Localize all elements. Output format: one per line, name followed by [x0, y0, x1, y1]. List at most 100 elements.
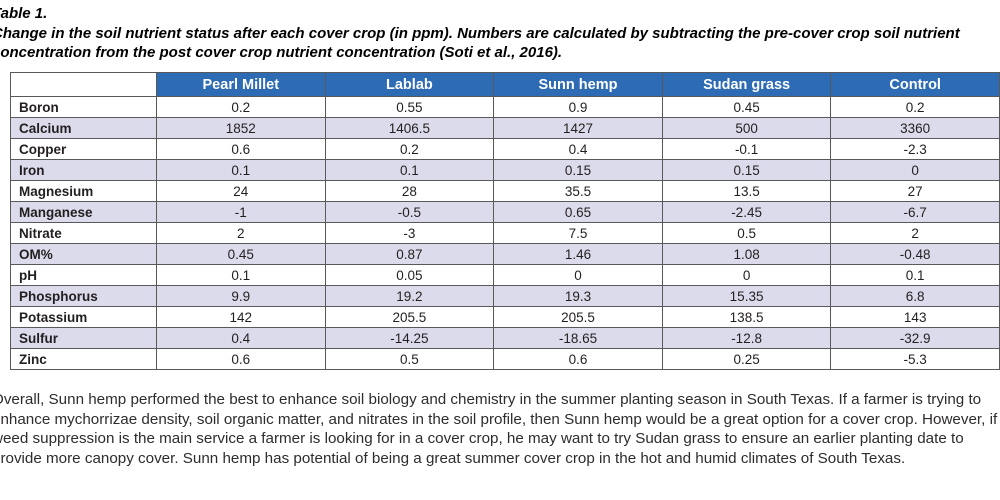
cell-value: 0.4 [493, 138, 663, 160]
table-row: Phosphorus 9.9 19.2 19.3 15.35 6.8 [10, 285, 1000, 307]
table-row: pH 0.1 0.05 0 0 0.1 [10, 264, 1000, 286]
cell-value: 28 [324, 180, 495, 202]
cell-value: 0.55 [324, 96, 495, 118]
document-page: Table 1. Change in the soil nutrient sta… [0, 5, 1000, 467]
cell-value: 138.5 [661, 306, 832, 328]
cell-value: 0 [661, 264, 832, 286]
cell-value: 19.3 [493, 285, 663, 307]
row-label: Calcium [10, 117, 157, 139]
cell-value: 0.65 [493, 201, 663, 223]
cell-value: 500 [661, 117, 832, 139]
nutrient-table-body: Boron 0.2 0.55 0.9 0.45 0.2 Calcium 1852 1406.5 1… [10, 96, 1000, 370]
cell-value: -3 [324, 222, 495, 244]
cell-value: 2 [156, 222, 326, 244]
cell-value: 9.9 [156, 285, 326, 307]
cell-value: 0.2 [324, 138, 495, 160]
cell-value: -32.9 [830, 327, 1000, 349]
row-label: Nitrate [10, 222, 157, 244]
cell-value: 0.87 [324, 243, 495, 265]
summary-paragraph: Overall, Sunn hemp performed the best to… [0, 391, 998, 467]
table-header-row: Pearl Millet Lablab Sunn hemp Sudan grass Co… [10, 72, 1000, 97]
cell-value: 3360 [830, 117, 1000, 139]
row-label: Copper [10, 138, 157, 160]
cell-value: -0.1 [661, 138, 832, 160]
cell-value: -1 [156, 201, 326, 223]
cell-value: -6.7 [830, 201, 1000, 223]
cell-value: -12.8 [661, 327, 832, 349]
row-label: Sulfur [10, 327, 157, 349]
table-title: Table 1. [0, 5, 48, 22]
row-label: Iron [10, 159, 157, 181]
cell-value: 0.6 [156, 138, 326, 160]
cell-value: 205.5 [493, 306, 663, 328]
table-row: Sulfur 0.4 -14.25 -18.65 -12.8 -32.9 [10, 327, 1000, 349]
cell-value: 13.5 [661, 180, 832, 202]
cell-value: 0.9 [493, 96, 663, 118]
cell-value: 1.08 [661, 243, 832, 265]
cell-value: 27 [830, 180, 1000, 202]
cell-value: 0.1 [156, 264, 326, 286]
cell-value: 142 [156, 306, 326, 328]
row-label: Boron [10, 96, 157, 118]
table-row: Boron 0.2 0.55 0.9 0.45 0.2 [10, 96, 1000, 118]
nutrient-table: Pearl Millet Lablab Sunn hemp Sudan grass Co… [10, 72, 1000, 370]
cell-value: 205.5 [324, 306, 495, 328]
cell-value: 0.05 [324, 264, 495, 286]
cell-value: -5.3 [830, 348, 1000, 370]
table-caption: Change in the soil nutrient status after… [0, 25, 960, 61]
cell-value: 2 [830, 222, 1000, 244]
table-row: Zinc 0.6 0.5 0.6 0.25 -5.3 [10, 348, 1000, 370]
cell-value: 19.2 [324, 285, 495, 307]
cell-value: 0 [493, 264, 663, 286]
cell-value: 0.5 [324, 348, 495, 370]
row-label: Zinc [10, 348, 157, 370]
cell-value: 24 [156, 180, 326, 202]
cell-value: 0.5 [661, 222, 832, 244]
row-label: OM% [10, 243, 157, 265]
row-label: Magnesium [10, 180, 157, 202]
cell-value: 1.46 [493, 243, 663, 265]
cell-value: 0.45 [661, 96, 832, 118]
row-label: Potassium [10, 306, 157, 328]
cell-value: 1406.5 [324, 117, 495, 139]
cell-value: -0.48 [830, 243, 1000, 265]
column-header: Sudan grass [661, 72, 832, 97]
cell-value: 1427 [493, 117, 663, 139]
table-row: OM% 0.45 0.87 1.46 1.08 -0.48 [10, 243, 1000, 265]
row-label: Phosphorus [10, 285, 157, 307]
cell-value: 0.15 [493, 159, 663, 181]
corner-header-cell [10, 72, 157, 97]
table-row: Potassium 142 205.5 205.5 138.5 143 [10, 306, 1000, 328]
cell-value: 0.1 [156, 159, 326, 181]
cell-value: -14.25 [324, 327, 495, 349]
table-row: Manganese -1 -0.5 0.65 -2.45 -6.7 [10, 201, 1000, 223]
column-header: Control [830, 72, 1000, 97]
cell-value: -18.65 [493, 327, 663, 349]
cell-value: 0.2 [830, 96, 1000, 118]
cell-value: 0 [830, 159, 1000, 181]
cell-value: 0.1 [324, 159, 495, 181]
cell-value: 0.6 [493, 348, 663, 370]
table-row: Iron 0.1 0.1 0.15 0.15 0 [10, 159, 1000, 181]
cell-value: 0.15 [661, 159, 832, 181]
row-label: pH [10, 264, 157, 286]
row-label: Manganese [10, 201, 157, 223]
cell-value: 0.25 [661, 348, 832, 370]
cell-value: 0.45 [156, 243, 326, 265]
cell-value: 0.1 [830, 264, 1000, 286]
cell-value: -2.3 [830, 138, 1000, 160]
column-header: Lablab [324, 72, 495, 97]
cell-value: 0.4 [156, 327, 326, 349]
table-row: Copper 0.6 0.2 0.4 -0.1 -2.3 [10, 138, 1000, 160]
cell-value: 15.35 [661, 285, 832, 307]
table-row: Nitrate 2 -3 7.5 0.5 2 [10, 222, 1000, 244]
cell-value: 0.6 [156, 348, 326, 370]
table-row: Magnesium 24 28 35.5 13.5 27 [10, 180, 1000, 202]
cell-value: 6.8 [830, 285, 1000, 307]
cell-value: 7.5 [493, 222, 663, 244]
column-header: Pearl Millet [156, 72, 326, 97]
cell-value: 143 [830, 306, 1000, 328]
cell-value: 35.5 [493, 180, 663, 202]
cell-value: -0.5 [324, 201, 495, 223]
cell-value: 1852 [156, 117, 326, 139]
